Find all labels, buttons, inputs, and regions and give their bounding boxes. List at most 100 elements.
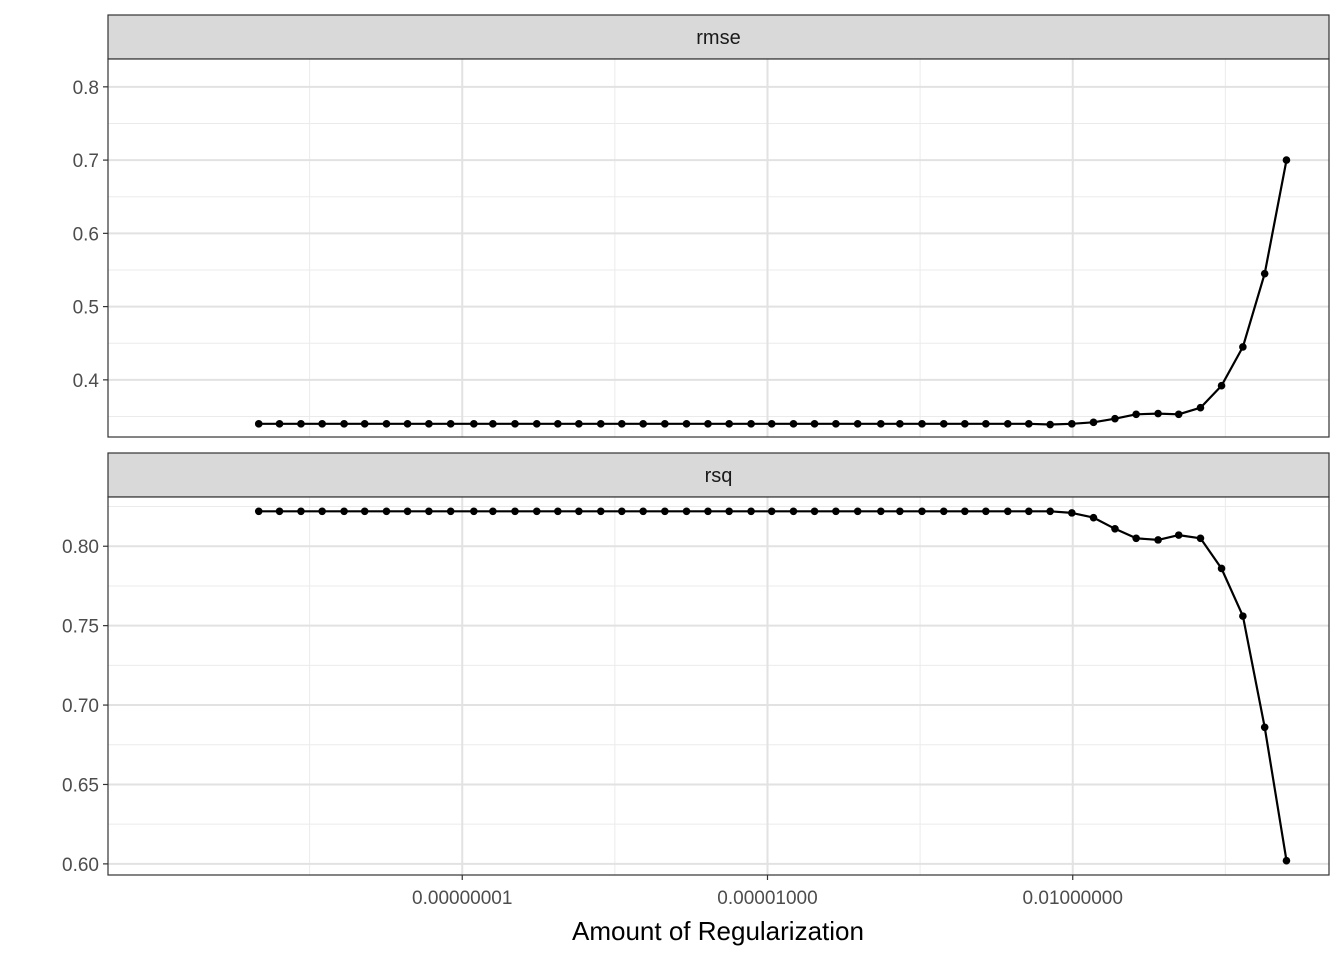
data-point — [1154, 536, 1162, 544]
y-tick-label: 0.80 — [62, 537, 99, 558]
data-point — [1132, 410, 1140, 419]
data-point — [1196, 534, 1205, 543]
data-point — [1282, 156, 1291, 164]
y-tick-label: 0.60 — [62, 855, 99, 876]
data-point — [704, 420, 712, 428]
strip-background — [107, 14, 1330, 60]
data-point — [1089, 418, 1098, 427]
data-point — [877, 507, 885, 516]
data-point — [275, 420, 284, 428]
data-point — [470, 507, 478, 516]
data-point — [470, 420, 478, 428]
data-point — [832, 507, 840, 516]
data-point — [1068, 420, 1076, 428]
panel-border — [107, 496, 1330, 876]
data-point — [254, 420, 263, 428]
data-point — [1003, 507, 1012, 516]
data-point — [532, 420, 541, 428]
data-point — [1025, 507, 1033, 516]
data-point — [1111, 524, 1119, 533]
data-point — [682, 507, 691, 516]
y-tick-label: 0.70 — [62, 696, 99, 717]
data-point — [1003, 420, 1012, 428]
data-point — [639, 420, 647, 428]
data-point — [532, 507, 541, 516]
x-tick-label: 0.00001000 — [717, 888, 817, 909]
data-point — [747, 420, 755, 428]
data-point — [1239, 343, 1247, 351]
data-point — [767, 507, 776, 516]
panel-background — [108, 59, 1329, 437]
data-point — [575, 420, 583, 428]
data-point — [340, 507, 348, 516]
data-point — [1217, 381, 1226, 390]
data-point — [1239, 612, 1247, 620]
data-point — [1132, 534, 1140, 543]
data-point — [1111, 414, 1119, 423]
data-point — [318, 420, 326, 428]
data-point — [425, 420, 433, 428]
data-point — [340, 420, 348, 428]
data-point — [403, 420, 412, 428]
data-point — [961, 420, 969, 428]
data-point — [661, 507, 669, 516]
data-point — [297, 507, 305, 516]
data-point — [360, 507, 369, 516]
data-point — [554, 507, 562, 516]
data-point — [1068, 509, 1076, 517]
facet-panel-rmse: rmse 0.4 0.5 0.6 0.7 0.8 — [73, 14, 1330, 438]
data-point — [1046, 420, 1054, 429]
data-point — [982, 507, 990, 516]
x-tick-label: 0.01000000 — [1023, 888, 1123, 909]
data-point — [853, 507, 862, 516]
data-point — [596, 507, 605, 516]
data-point — [810, 507, 819, 516]
data-point — [489, 507, 497, 516]
data-point — [1217, 564, 1226, 573]
data-point — [618, 507, 626, 516]
data-point — [618, 420, 626, 428]
data-point — [446, 420, 455, 428]
strip-background — [107, 452, 1330, 498]
data-point — [1025, 420, 1033, 428]
data-point — [1174, 531, 1183, 539]
strip-label: rmse — [696, 27, 740, 49]
data-point — [1260, 723, 1269, 732]
data-point — [446, 507, 455, 516]
data-point — [1154, 409, 1162, 418]
y-tick-label: 0.6 — [73, 224, 99, 245]
y-tick-label: 0.8 — [73, 78, 99, 99]
data-point — [1282, 856, 1291, 865]
data-point — [1260, 269, 1269, 278]
data-point — [1089, 513, 1098, 522]
data-point — [853, 420, 862, 428]
facet-panel-rsq: rsq 0.60 0.65 0.70 0.75 0.80 0.00000001 0.00001… — [62, 452, 1330, 909]
data-point — [982, 420, 990, 428]
data-point — [360, 420, 369, 428]
data-point — [575, 507, 583, 516]
y-tick-label: 0.75 — [62, 617, 99, 638]
y-tick-label: 0.5 — [73, 298, 99, 319]
y-tick-label: 0.4 — [73, 371, 100, 392]
data-point — [810, 420, 819, 428]
data-point — [511, 507, 519, 516]
y-tick-label: 0.7 — [73, 151, 99, 172]
data-point — [1196, 403, 1205, 412]
data-point — [511, 420, 519, 428]
data-point — [789, 420, 798, 428]
data-point — [918, 507, 926, 516]
data-point — [767, 420, 776, 428]
data-point — [425, 507, 433, 516]
data-point — [318, 507, 326, 516]
data-point — [682, 420, 691, 428]
strip-label: rsq — [705, 465, 733, 487]
data-point — [554, 420, 562, 428]
y-tick-label: 0.65 — [62, 775, 99, 796]
data-point — [832, 420, 840, 428]
data-point — [639, 507, 647, 516]
data-point — [961, 507, 969, 516]
data-point — [939, 507, 948, 516]
data-point — [297, 420, 305, 428]
x-axis-title: Amount of Regularization — [572, 916, 864, 946]
data-point — [725, 420, 733, 428]
